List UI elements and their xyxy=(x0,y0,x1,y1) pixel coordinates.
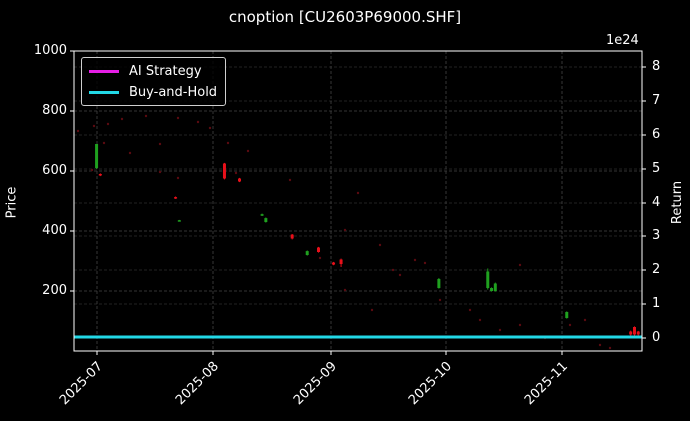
left-tick-label: 400 xyxy=(42,223,67,238)
legend-item-ai-strategy: AI Strategy xyxy=(89,62,202,80)
legend-label: Buy-and-Hold xyxy=(129,84,218,100)
right-tick-label: 1 xyxy=(652,296,661,311)
left-tick-label: 1000 xyxy=(33,43,67,58)
left-tick-label: 200 xyxy=(42,283,67,298)
ai-strategy-swatch xyxy=(89,69,119,73)
right-tick-label: 0 xyxy=(652,330,661,345)
buy-and-hold-swatch xyxy=(89,90,119,94)
legend-item-buy-and-hold: Buy-and-Hold xyxy=(89,83,217,101)
legend: AI Strategy Buy-and-Hold xyxy=(81,57,226,106)
right-tick-label: 7 xyxy=(652,93,661,108)
tick-marks xyxy=(70,50,646,355)
left-tick-label: 600 xyxy=(42,163,67,178)
faint-markers xyxy=(76,114,612,350)
right-tick-label: 4 xyxy=(652,195,661,210)
legend-label: AI Strategy xyxy=(129,63,202,79)
left-axis-label: Price xyxy=(4,186,20,219)
right-tick-label: 5 xyxy=(652,161,661,176)
candlesticks xyxy=(95,144,640,336)
right-tick-label: 3 xyxy=(652,228,661,243)
right-axis-label: Return xyxy=(670,180,686,225)
right-axis-offset: 1e24 xyxy=(606,33,639,48)
chart-title: cnoption [CU2603P69000.SHF] xyxy=(228,8,462,26)
right-tick-label: 6 xyxy=(652,127,661,142)
plot-frame xyxy=(73,50,643,352)
right-tick-label: 8 xyxy=(652,59,661,74)
right-tick-label: 2 xyxy=(652,262,661,277)
left-tick-label: 800 xyxy=(42,103,67,118)
